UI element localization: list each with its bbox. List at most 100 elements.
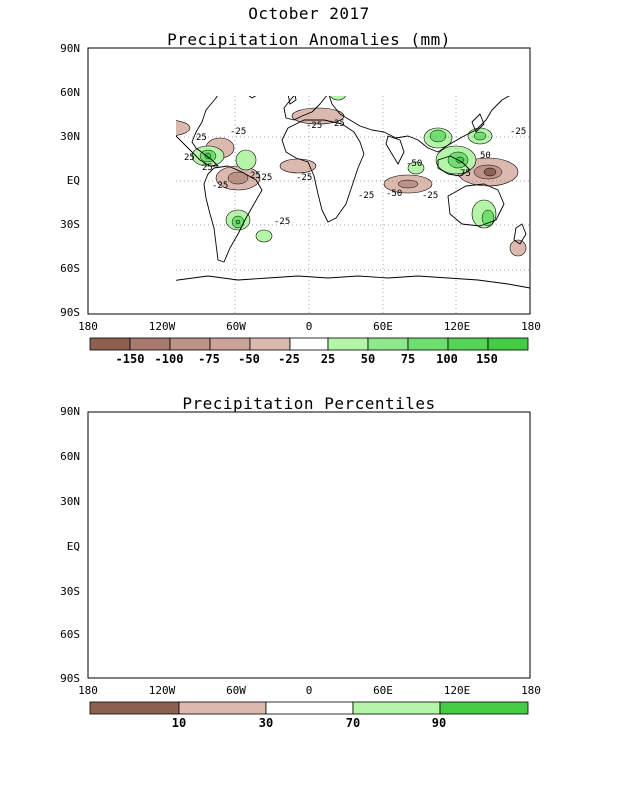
lat-tick: 30N [60, 495, 80, 508]
contour-label: -25 [230, 127, 246, 137]
lon-tick: 180 [78, 684, 98, 697]
contour-label: 30 [238, 497, 249, 507]
contour-label: 25 [334, 119, 345, 129]
lon-tick: 60W [226, 684, 246, 697]
colorbar-label: -75 [198, 352, 220, 366]
contour-label: 70 [126, 521, 137, 531]
lon-tick: 60W [226, 320, 246, 333]
page-title: October 2017 [248, 4, 370, 23]
contour-label: 30 [458, 477, 469, 487]
contour-label: -25 [422, 191, 438, 201]
map-frame [87, 47, 531, 315]
lat-tick: 60S [60, 262, 80, 275]
anomaly-colorbar [89, 337, 529, 351]
anomaly-map: -25 -25 -25 25 -25 25 -25 -25 -25 25 -25… [87, 47, 531, 315]
colorbar-label: -50 [238, 352, 260, 366]
contour-label: -50 [386, 189, 402, 199]
contour-label: 70 [258, 487, 269, 497]
lat-tick: 90N [60, 405, 80, 418]
colorbar-label: 10 [171, 716, 187, 730]
colorbar-label: 75 [400, 352, 416, 366]
contour-label: -25 [306, 121, 322, 131]
contour-label: -25 [150, 141, 166, 151]
colorbar-label: 25 [320, 352, 336, 366]
contour-label: 10 [238, 483, 249, 493]
contour-label: 70 [100, 587, 111, 597]
lon-tick: 180 [521, 684, 541, 697]
coastlines [88, 422, 530, 656]
contour-label: -25 [130, 111, 146, 121]
contour-label: -25 [510, 127, 526, 137]
lon-tick: 180 [78, 320, 98, 333]
colorbar-label: -100 [154, 352, 184, 366]
lon-tick: 180 [521, 320, 541, 333]
lat-tick: 60N [60, 450, 80, 463]
lat-tick: 30S [60, 585, 80, 598]
contour-label: 70 [178, 481, 189, 491]
lon-tick: 0 [305, 684, 313, 697]
contour-label: 70 [324, 467, 335, 477]
contour-label: 25 [202, 163, 213, 173]
contour-label: 70 [256, 619, 267, 629]
lon-tick: 60E [373, 684, 393, 697]
lat-tick: 90S [60, 306, 80, 319]
contour-label: 70 [212, 595, 223, 605]
lat-tick: 60N [60, 86, 80, 99]
colorbar-label: 30 [258, 716, 274, 730]
colorbar-label: 70 [345, 716, 361, 730]
lon-tick: 120W [148, 684, 176, 697]
dry-percentile-areas [90, 446, 530, 628]
colorbar-label: -150 [115, 352, 145, 366]
contour-label: 30 [150, 619, 161, 629]
lon-tick: 120E [443, 684, 471, 697]
percentile-map: 30 70 70 10 70 10 70 70 30 70 30 30 70 7… [87, 411, 536, 679]
lon-tick: 120W [148, 320, 176, 333]
colorbar-label: 150 [476, 352, 498, 366]
contour-label: 30 [212, 551, 223, 561]
colorbar-label: 50 [360, 352, 376, 366]
contour-label: 25 [196, 133, 207, 143]
contour-label: 30 [468, 585, 479, 595]
contour-label: -25 [212, 181, 228, 191]
percentile-map-title: Precipitation Percentiles [182, 394, 436, 413]
contour-label: 70 [436, 515, 447, 525]
anomaly-map-title: Precipitation Anomalies (mm) [167, 30, 451, 49]
contour-label: -25 [358, 191, 374, 201]
lat-tick: 30N [60, 130, 80, 143]
contour-label: 30 [118, 545, 129, 555]
contour-label: -25 [296, 173, 312, 183]
lon-tick: 0 [305, 320, 313, 333]
contour-label: 70 [198, 495, 209, 505]
colorbar-label: 100 [436, 352, 458, 366]
contour-label: -25 [112, 151, 128, 161]
contour-label: 70 [360, 467, 371, 477]
wet-percentile-areas [92, 432, 536, 618]
lat-tick: EQ [66, 540, 80, 553]
lat-tick: 30S [60, 218, 80, 231]
contour-label: 30 [378, 545, 389, 555]
contour-label: 30 [136, 455, 147, 465]
contour-label: 30 [372, 581, 383, 591]
contour-label: -25 [256, 173, 272, 183]
lat-tick: EQ [66, 174, 80, 187]
contour-label: 25 [184, 153, 195, 163]
lat-tick: 90S [60, 672, 80, 685]
contour-label: 25 [250, 171, 261, 181]
contour-label: 70 [490, 593, 501, 603]
contour-label: 50 [480, 151, 491, 161]
contour-label: -50 [406, 159, 422, 169]
colorbar-label: 90 [431, 716, 447, 730]
lon-tick: 60E [373, 320, 393, 333]
contour-label: 75 [460, 169, 471, 179]
contour-label: 70 [170, 587, 181, 597]
lat-tick: 60S [60, 628, 80, 641]
contour-label: 70 [486, 477, 497, 487]
lon-tick: 120E [443, 320, 471, 333]
lat-tick: 90N [60, 42, 80, 55]
map-frame [87, 411, 531, 679]
contour-label: 70 [348, 463, 359, 473]
contour-label: 10 [284, 493, 295, 503]
map-gridlines [176, 96, 530, 314]
percentile-colorbar [89, 701, 529, 715]
